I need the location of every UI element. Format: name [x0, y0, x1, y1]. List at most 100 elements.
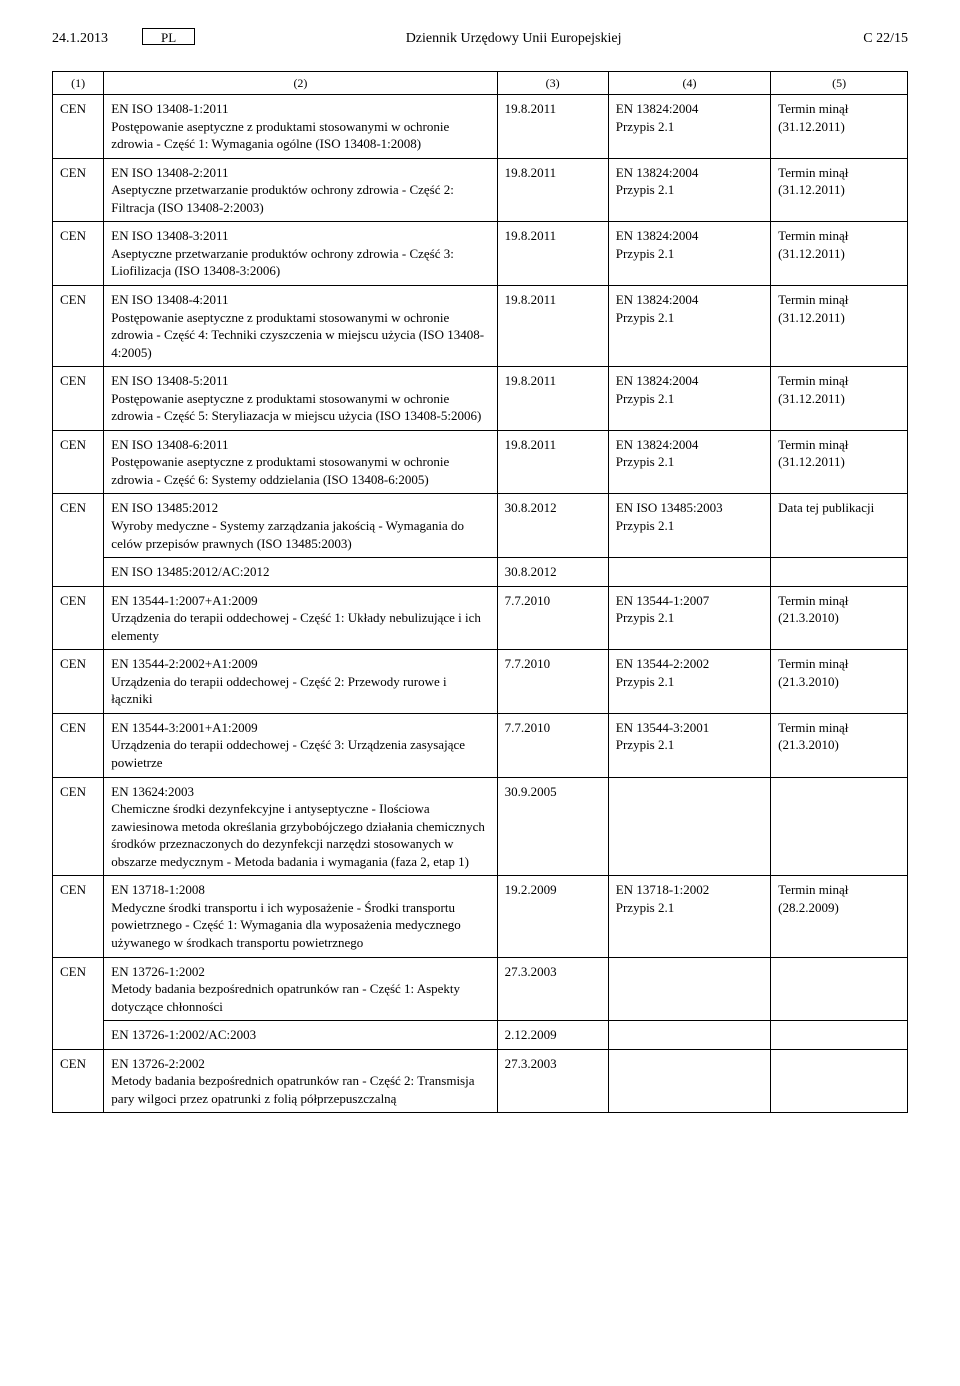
superseded-note: Przypis 2.1: [616, 736, 763, 754]
standard-desc: Metody badania bezpośrednich opatrunków …: [111, 1072, 489, 1107]
superseded-ref: EN 13544-1:2007: [616, 592, 763, 610]
standard-title: EN ISO 13408-6:2011: [111, 436, 489, 454]
date-cell: 19.8.2011: [497, 286, 608, 367]
standard-desc: Urządzenia do terapii oddechowej - Część…: [111, 609, 489, 644]
table-row: CENEN 13624:2003Chemiczne środki dezynfe…: [53, 777, 908, 876]
sub-superseded-cell: [608, 558, 770, 587]
header-date: 24.1.2013: [52, 30, 142, 49]
superseded-note: Przypis 2.1: [616, 609, 763, 627]
standard-title: EN 13544-1:2007+A1:2009: [111, 592, 489, 610]
superseded-cell: EN 13718-1:2002Przypis 2.1: [608, 876, 770, 957]
org-cell: CEN: [53, 586, 104, 650]
standard-desc: Postępowanie aseptyczne z produktami sto…: [111, 118, 489, 153]
superseded-note: Przypis 2.1: [616, 453, 763, 471]
standard-cell: EN 13624:2003Chemiczne środki dezynfekcy…: [104, 777, 497, 876]
date-cell: 7.7.2010: [497, 650, 608, 714]
deadline-label: Termin minął: [778, 719, 900, 737]
standard-title: EN ISO 13408-4:2011: [111, 291, 489, 309]
superseded-note: Przypis 2.1: [616, 309, 763, 327]
deadline-cell: [771, 1049, 908, 1113]
superseded-ref: EN ISO 13485:2003: [616, 499, 763, 517]
superseded-cell: EN 13544-2:2002Przypis 2.1: [608, 650, 770, 714]
standard-cell: EN ISO 13408-4:2011Postępowanie aseptycz…: [104, 286, 497, 367]
org-cell: CEN: [53, 494, 104, 586]
col-header-4: (4): [608, 71, 770, 94]
table-row: CENEN ISO 13485:2012Wyroby medyczne - Sy…: [53, 494, 908, 558]
standard-desc: Metody badania bezpośrednich opatrunków …: [111, 980, 489, 1015]
superseded-cell: EN 13824:2004Przypis 2.1: [608, 286, 770, 367]
standard-cell: EN ISO 13408-5:2011Postępowanie aseptycz…: [104, 367, 497, 431]
deadline-date: (31.12.2011): [778, 118, 900, 136]
standard-title: EN 13544-3:2001+A1:2009: [111, 719, 489, 737]
deadline-cell: Termin minął(21.3.2010): [771, 713, 908, 777]
standard-title: EN 13544-2:2002+A1:2009: [111, 655, 489, 673]
table-subrow: EN 13726-1:2002/AC:20032.12.2009: [53, 1021, 908, 1050]
superseded-cell: EN 13824:2004Przypis 2.1: [608, 158, 770, 222]
standard-desc: Postępowanie aseptyczne z produktami sto…: [111, 309, 489, 362]
deadline-cell: [771, 777, 908, 876]
standard-title: EN ISO 13408-3:2011: [111, 227, 489, 245]
deadline-cell: Termin minął(21.3.2010): [771, 586, 908, 650]
date-cell: 27.3.2003: [497, 1049, 608, 1113]
deadline-cell: Data tej publikacji: [771, 494, 908, 558]
table-row: CEN EN 13718-1:2008Medyczne środki transp…: [53, 876, 908, 957]
superseded-cell: [608, 957, 770, 1021]
deadline-cell: Termin minął(31.12.2011): [771, 367, 908, 431]
superseded-ref: EN 13544-3:2001: [616, 719, 763, 737]
superseded-ref: EN 13824:2004: [616, 164, 763, 182]
deadline-date: (28.2.2009): [778, 899, 900, 917]
superseded-note: Przypis 2.1: [616, 390, 763, 408]
sub-deadline-cell: [771, 1021, 908, 1050]
org-cell: CEN: [53, 367, 104, 431]
date-cell: 30.8.2012: [497, 494, 608, 558]
deadline-cell: Termin minął(28.2.2009): [771, 876, 908, 957]
deadline-label: Termin minął: [778, 592, 900, 610]
standard-title: EN 13718-1:2008: [111, 881, 489, 899]
table-row: CENEN ISO 13408-3:2011Aseptyczne przetwa…: [53, 222, 908, 286]
deadline-date: (21.3.2010): [778, 609, 900, 627]
standard-cell: EN ISO 13408-6:2011Postępowanie aseptycz…: [104, 430, 497, 494]
superseded-ref: EN 13824:2004: [616, 372, 763, 390]
deadline-label: Termin minął: [778, 881, 900, 899]
table-row: CENEN ISO 13408-4:2011Postępowanie asept…: [53, 286, 908, 367]
standard-cell: EN 13544-1:2007+A1:2009Urządzenia do ter…: [104, 586, 497, 650]
deadline-date: (21.3.2010): [778, 673, 900, 691]
sub-standard-cell: EN ISO 13485:2012/AC:2012: [104, 558, 497, 587]
deadline-label: Termin minął: [778, 436, 900, 454]
deadline-cell: Termin minął(31.12.2011): [771, 430, 908, 494]
standard-title: EN ISO 13408-2:2011: [111, 164, 489, 182]
standard-title: EN ISO 13408-5:2011: [111, 372, 489, 390]
org-cell: CEN: [53, 876, 104, 957]
standard-desc: Medyczne środki transportu i ich wyposaż…: [111, 899, 489, 952]
table-header-row: (1) (2) (3) (4) (5): [53, 71, 908, 94]
superseded-note: Przypis 2.1: [616, 118, 763, 136]
deadline-cell: [771, 957, 908, 1021]
deadline-label: Termin minął: [778, 291, 900, 309]
date-cell: 7.7.2010: [497, 713, 608, 777]
superseded-note: Przypis 2.1: [616, 181, 763, 199]
standard-cell: EN ISO 13408-1:2011Postępowanie aseptycz…: [104, 95, 497, 159]
superseded-note: Przypis 2.1: [616, 517, 763, 535]
table-subrow: EN ISO 13485:2012/AC:201230.8.2012: [53, 558, 908, 587]
superseded-cell: EN 13544-1:2007Przypis 2.1: [608, 586, 770, 650]
date-cell: 19.8.2011: [497, 95, 608, 159]
deadline-cell: Termin minął(31.12.2011): [771, 158, 908, 222]
date-cell: 19.8.2011: [497, 158, 608, 222]
standard-cell: EN 13726-2:2002Metody badania bezpośredn…: [104, 1049, 497, 1113]
table-row: CENEN ISO 13408-5:2011Postępowanie asept…: [53, 367, 908, 431]
date-cell: 7.7.2010: [497, 586, 608, 650]
superseded-ref: EN 13824:2004: [616, 291, 763, 309]
standard-cell: EN 13544-2:2002+A1:2009Urządzenia do ter…: [104, 650, 497, 714]
page-header: 24.1.2013 PL Dziennik Urzędowy Unii Euro…: [52, 28, 908, 49]
col-header-1: (1): [53, 71, 104, 94]
deadline-date: (31.12.2011): [778, 181, 900, 199]
table-row: CENEN 13726-2:2002Metody badania bezpośr…: [53, 1049, 908, 1113]
superseded-note: Przypis 2.1: [616, 245, 763, 263]
table-row: CENEN 13544-3:2001+A1:2009Urządzenia do …: [53, 713, 908, 777]
header-lang: PL: [142, 28, 195, 45]
superseded-note: Przypis 2.1: [616, 899, 763, 917]
deadline-label: Termin minął: [778, 227, 900, 245]
header-title: Dziennik Urzędowy Unii Europejskiej: [209, 30, 818, 49]
standard-desc: Urządzenia do terapii oddechowej - Część…: [111, 673, 489, 708]
deadline-label: Termin minął: [778, 655, 900, 673]
